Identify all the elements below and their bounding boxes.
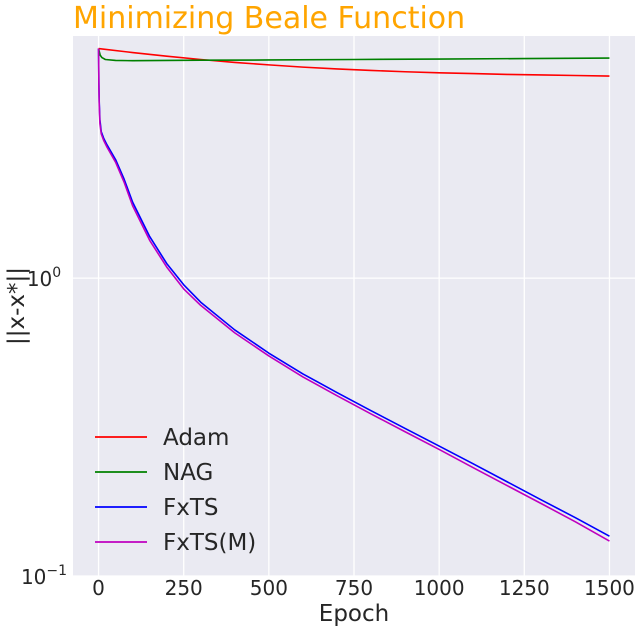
x-tick-label: 1000 xyxy=(414,576,465,600)
legend-label: FxTS(M) xyxy=(163,530,256,556)
x-tick-label: 0 xyxy=(92,576,105,600)
x-tick-label: 1500 xyxy=(584,576,635,600)
series-lines xyxy=(97,47,610,542)
x-tick-label: 500 xyxy=(250,576,288,600)
legend-label: Adam xyxy=(163,425,229,451)
chart-title: Minimizing Beale Function xyxy=(73,1,465,36)
series-line xyxy=(97,48,610,62)
x-tick-label: 1250 xyxy=(499,576,550,600)
x-axis-label: Epoch xyxy=(319,601,389,626)
series-line xyxy=(97,48,610,542)
y-axis-label: ||x-x*|| xyxy=(4,267,30,345)
x-tick-label: 750 xyxy=(335,576,373,600)
legend: Adam NAG FxTS FxTS(M) xyxy=(95,425,256,556)
series-line xyxy=(98,47,610,77)
y-tick-label: 10−1 xyxy=(21,563,67,589)
y-tick-labels: 100 10−1 xyxy=(21,265,67,589)
x-tick-label: 250 xyxy=(165,576,203,600)
grid-lines xyxy=(73,36,635,577)
legend-label: NAG xyxy=(163,460,213,486)
x-tick-labels: 0 250 500 750 1000 1250 1500 xyxy=(92,576,635,600)
y-tick-label: 100 xyxy=(27,265,61,291)
legend-label: FxTS xyxy=(163,495,219,521)
